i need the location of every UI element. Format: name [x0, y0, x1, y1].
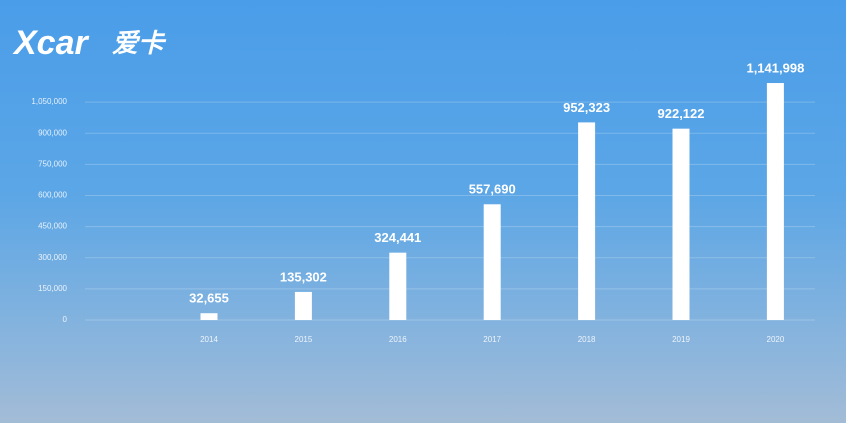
value-label: 922,122 [658, 106, 705, 121]
y-tick-label: 450,000 [38, 222, 67, 231]
value-label: 557,690 [469, 182, 516, 197]
bar [766, 83, 784, 320]
bar [389, 252, 407, 320]
y-tick-label: 750,000 [38, 159, 67, 168]
x-tick-label: 2014 [200, 335, 218, 344]
x-tick-label: 2016 [389, 335, 407, 344]
y-tick-label: 1,050,000 [31, 97, 67, 106]
value-label: 324,441 [374, 230, 421, 245]
bar [294, 291, 312, 320]
value-label: 135,302 [280, 269, 327, 284]
y-tick-label: 0 [63, 315, 68, 324]
x-tick-label: 2019 [672, 335, 690, 344]
x-tick-label: 2015 [295, 335, 313, 344]
y-tick-label: 600,000 [38, 191, 67, 200]
bar [578, 122, 596, 320]
logo-chinese: 爱卡 [112, 28, 167, 58]
y-tick-label: 150,000 [38, 284, 67, 293]
bar [200, 313, 218, 320]
bar [483, 204, 501, 320]
x-tick-label: 2017 [483, 335, 501, 344]
value-label: 32,655 [189, 291, 229, 306]
y-tick-label: 900,000 [38, 128, 67, 137]
bar [672, 128, 690, 320]
logo-brand: Xcar [12, 24, 89, 62]
x-tick-label: 2018 [578, 335, 596, 344]
value-label: 1,141,998 [746, 60, 804, 75]
x-tick-label: 2020 [767, 335, 785, 344]
y-tick-label: 300,000 [38, 253, 67, 262]
value-label: 952,323 [563, 100, 610, 115]
